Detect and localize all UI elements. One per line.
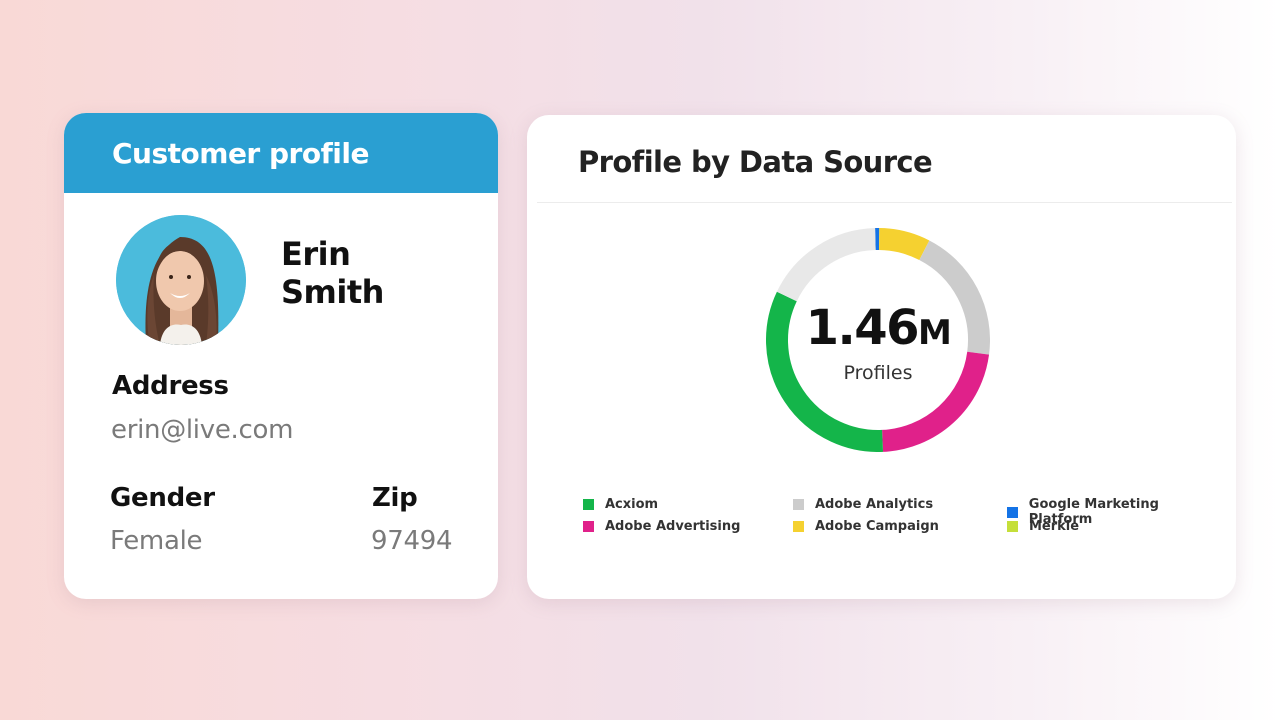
legend-swatch-icon [793, 521, 804, 532]
last-name: Smith [281, 273, 384, 311]
donut-segment[interactable] [766, 291, 884, 452]
gender-label: Gender [110, 483, 215, 513]
legend-item-google-marketing-platform[interactable]: Google Marketing Platform [1007, 497, 1223, 527]
legend-item-adobe-advertising[interactable]: Adobe Advertising [583, 519, 740, 534]
legend-swatch-icon [583, 521, 594, 532]
address-label: Address [112, 371, 229, 401]
gender-value: Female [110, 526, 203, 556]
profile-card-header: Customer profile [64, 113, 498, 193]
legend-swatch-icon [1007, 521, 1018, 532]
legend-item-adobe-analytics[interactable]: Adobe Analytics [793, 497, 933, 512]
chart-title: Profile by Data Source [578, 145, 933, 179]
donut-segment[interactable] [776, 228, 876, 302]
total-profiles-label: Profiles [843, 361, 913, 384]
zip-label: Zip [372, 483, 418, 513]
customer-profile-card: Customer profile Erin Smith Address erin… [64, 113, 498, 599]
legend-swatch-icon [1007, 506, 1018, 518]
legend-item-adobe-campaign[interactable]: Adobe Campaign [793, 519, 939, 534]
donut-chart [766, 228, 990, 452]
donut-segment[interactable] [881, 351, 990, 452]
legend-swatch-icon [793, 499, 804, 510]
profile-card-title: Customer profile [112, 136, 369, 170]
person-photo-icon [116, 215, 246, 345]
divider [537, 202, 1232, 203]
donut-segment[interactable] [878, 228, 930, 261]
legend-item-merkle[interactable]: Merkle [1007, 519, 1079, 534]
legend-item-acxiom[interactable]: Acxiom [583, 497, 658, 512]
legend-swatch-icon [583, 499, 594, 510]
donut-segment[interactable] [918, 240, 990, 355]
zip-value: 97494 [371, 526, 453, 556]
address-value: erin@live.com [111, 415, 294, 445]
profile-by-data-source-card: Profile by Data Source 1.46M Profiles Ac… [527, 115, 1236, 599]
customer-name: Erin Smith [281, 235, 384, 311]
first-name: Erin [281, 235, 351, 273]
avatar [116, 215, 246, 345]
total-profiles-value: 1.46M [805, 299, 952, 356]
donut-center: 1.46M Profiles [766, 228, 990, 452]
